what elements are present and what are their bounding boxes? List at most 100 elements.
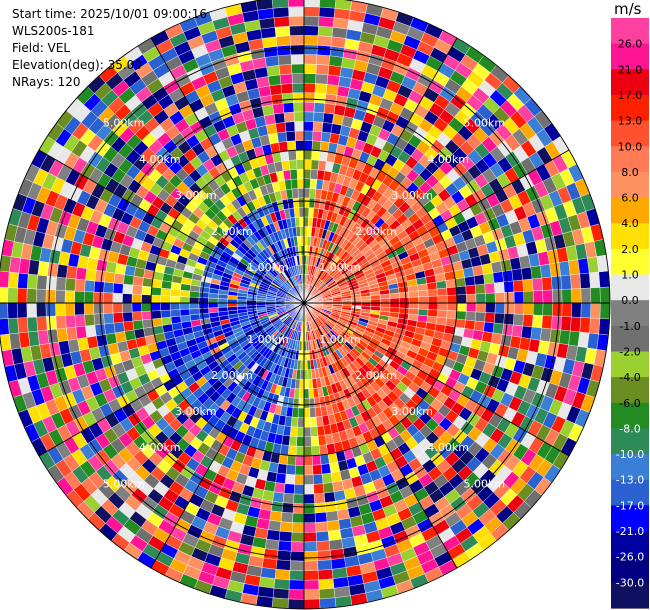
header-info: Start time: 2025/10/01 09:00:16 WLS200s-… [12, 6, 207, 91]
velocity-gate [456, 285, 467, 296]
velocity-gate [277, 540, 292, 552]
velocity-gate [307, 369, 313, 380]
velocity-gate [300, 235, 305, 246]
velocity-gate [303, 360, 308, 371]
velocity-gate [131, 293, 142, 304]
velocity-gate [312, 474, 324, 485]
range-ring-label: 1.00km [319, 333, 361, 346]
velocity-gate [316, 54, 331, 66]
velocity-gate [325, 510, 339, 522]
velocity-gate [104, 271, 116, 284]
velocity-gate [551, 315, 562, 331]
velocity-gate [288, 435, 298, 447]
velocity-gate [330, 36, 347, 49]
velocity-gate [465, 311, 477, 322]
velocity-gate [503, 280, 515, 293]
velocity-gate [289, 560, 305, 571]
range-ring-label: 5.00km [103, 477, 145, 490]
velocity-gate [315, 416, 324, 427]
velocity-gate [170, 315, 182, 325]
velocity-gate [558, 260, 571, 277]
velocity-gate [141, 285, 152, 296]
velocity-gate [93, 291, 104, 304]
velocity-gate [93, 302, 104, 315]
velocity-gate [267, 132, 279, 145]
velocity-gate [284, 179, 293, 190]
velocity-gate [289, 35, 305, 46]
velocity-gate [292, 512, 305, 524]
colorbar-tick-label: -30.0 [616, 576, 644, 589]
velocity-gate [303, 417, 311, 428]
range-ring-label: 3.00km [391, 405, 433, 418]
velocity-gate [296, 159, 305, 170]
velocity-gate [0, 270, 10, 288]
velocity-gate [281, 160, 291, 171]
colorbar-tick-label: 1.0 [621, 269, 639, 282]
velocity-gate [180, 314, 191, 323]
velocity-gate [303, 63, 317, 74]
colorbar-tick-label: -6.0 [619, 397, 640, 410]
velocity-gate [45, 289, 56, 304]
velocity-gate [327, 529, 342, 541]
colorbar-tick-label: 6.0 [621, 192, 639, 205]
velocity-gate [494, 281, 505, 294]
velocity-gate [151, 317, 163, 328]
velocity-gate [264, 538, 280, 551]
velocity-gate [94, 269, 106, 283]
velocity-gate [64, 290, 75, 304]
velocity-gate [332, 480, 345, 493]
velocity-gate [208, 302, 219, 309]
velocity-gate [580, 302, 592, 319]
velocity-gate [561, 302, 572, 318]
velocity-gate [299, 369, 305, 380]
velocity-gate [523, 290, 534, 304]
velocity-gate [323, 491, 336, 503]
velocity-gate [285, 130, 296, 142]
velocity-gate [36, 288, 47, 304]
colorbar: 26.0 21.0 17.0 13.0 10.0 8.0 6.0 4.0 2.0 1.0 0.0 -1… [611, 18, 649, 609]
velocity-gate [292, 503, 305, 514]
velocity-gate [280, 83, 294, 94]
velocity-gate [273, 16, 290, 28]
velocity-gate [293, 484, 305, 495]
velocity-gate [389, 297, 400, 304]
velocity-gate [113, 272, 125, 285]
velocity-gate [303, 188, 311, 199]
velocity-gate [456, 310, 467, 321]
colorbar-tick-label: 4.0 [621, 217, 639, 230]
velocity-gate [103, 302, 114, 314]
velocity-gate [589, 317, 601, 335]
velocity-gate [295, 446, 305, 457]
velocity-gate [560, 274, 572, 290]
colorbar-tick-label: -17.0 [616, 499, 644, 512]
velocity-gate [522, 314, 534, 328]
velocity-gate [283, 483, 295, 495]
velocity-gate [473, 274, 485, 286]
velocity-gate [475, 311, 486, 323]
velocity-gate [295, 226, 301, 237]
range-ring-label: 4.00km [139, 153, 181, 166]
velocity-gate [436, 309, 448, 319]
velocity-gate [370, 298, 381, 304]
velocity-gate [94, 323, 106, 337]
velocity-gate [532, 277, 543, 292]
velocity-gate [0, 318, 10, 336]
velocity-gate [320, 463, 332, 475]
velocity-gate [318, 16, 335, 28]
velocity-gate [316, 550, 332, 561]
velocity-gate [408, 290, 419, 298]
colorbar-tick-label: -2.0 [619, 346, 640, 359]
velocity-gate [303, 226, 309, 237]
velocity-gate [314, 502, 327, 514]
velocity-gate [170, 309, 181, 318]
velocity-gate [131, 302, 142, 313]
velocity-gate [437, 295, 448, 304]
velocity-gate [504, 302, 515, 315]
range-ring-label: 2.00km [211, 225, 253, 238]
velocity-gate [485, 302, 496, 314]
colorbar-tick-label: 10.0 [618, 140, 643, 153]
velocity-gate [298, 197, 305, 208]
velocity-gate [370, 302, 381, 308]
velocity-gate [103, 281, 114, 294]
velocity-gate [466, 302, 477, 313]
